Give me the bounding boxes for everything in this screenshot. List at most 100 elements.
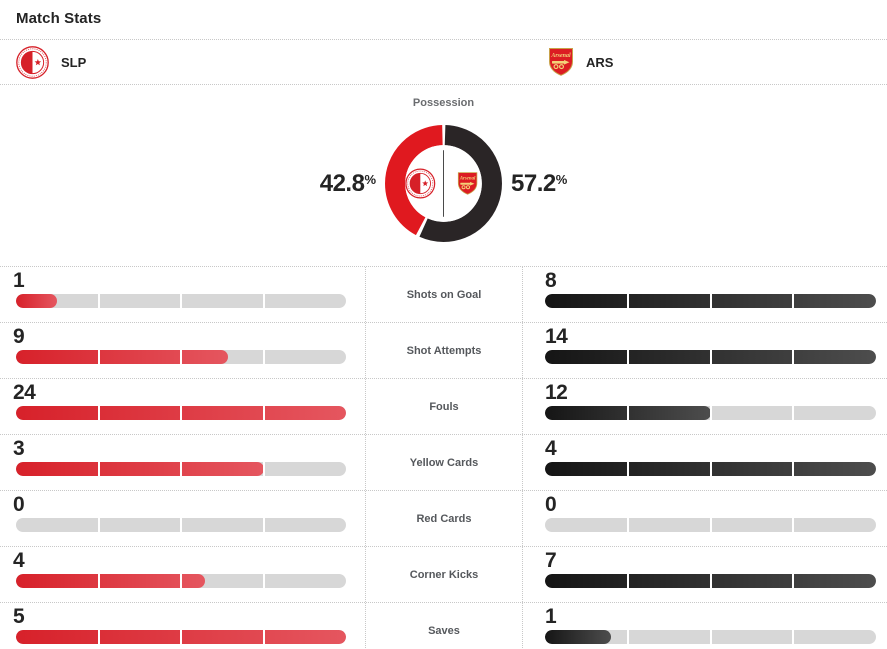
bar-segment-divider: [262, 574, 265, 588]
bar-segment-divider: [626, 518, 629, 532]
bar-segment-divider: [792, 294, 795, 308]
bar-segment-divider: [626, 350, 629, 364]
stats-table: 1 Shots on Goal 8 9 Shot Attempts 14 24 …: [0, 266, 887, 649]
away-stat-bar: [545, 518, 876, 532]
away-possession-arc: [385, 125, 502, 242]
bar-segment-divider: [262, 462, 265, 476]
bar-segment-divider: [709, 518, 712, 532]
home-stat-value: 0: [13, 493, 25, 516]
stat-label-cell: Shots on Goal: [365, 267, 523, 322]
home-stat-bar: [16, 574, 346, 588]
away-stat-cell: 12: [523, 379, 887, 434]
away-stat-bar: [545, 406, 876, 420]
away-stat-cell: 4: [523, 435, 887, 490]
away-stat-value: 12: [545, 381, 568, 404]
stat-label: Red Cards: [416, 512, 472, 525]
bar-segment-divider: [180, 294, 182, 308]
away-stat-value: 7: [545, 549, 557, 572]
away-team-abbr: ARS: [586, 54, 614, 70]
away-stat-bar: [545, 350, 876, 364]
possession-donut-chart: [385, 125, 502, 242]
away-stat-cell: 8: [523, 267, 887, 322]
home-stat-bar-fill: [16, 350, 229, 364]
bar-segment-divider: [180, 630, 182, 644]
home-stat-cell: 1: [0, 267, 365, 322]
away-stat-cell: 0: [523, 491, 887, 546]
bar-segment-divider: [709, 350, 712, 364]
away-stat-value: 8: [545, 269, 557, 292]
away-stat-value: 14: [545, 325, 568, 348]
home-possession-arc: [385, 125, 502, 242]
stat-label: Shots on Goal: [406, 288, 482, 301]
bar-segment-divider: [180, 462, 182, 476]
bar-segment-divider: [709, 462, 712, 476]
home-stat-value: 9: [13, 325, 25, 348]
home-possession-value: 42.8%: [319, 169, 376, 197]
bar-segment-divider: [97, 462, 100, 476]
bar-segment-divider: [626, 462, 629, 476]
page-title: Match Stats: [16, 10, 102, 27]
home-stat-bar: [16, 630, 346, 644]
stat-row-shots-on-goal: 1 Shots on Goal 8: [0, 267, 887, 323]
home-team-abbr: SLP: [61, 54, 87, 70]
stat-row-fouls: 24 Fouls 12: [0, 379, 887, 435]
home-stat-cell: 3: [0, 435, 365, 490]
home-stat-bar-fill: [16, 294, 58, 308]
away-stat-cell: 1: [523, 603, 887, 649]
away-stat-bar: [545, 574, 876, 588]
away-possession-value: 57.2%: [511, 169, 568, 197]
bar-segment-divider: [262, 350, 265, 364]
bar-segment-divider: [792, 350, 795, 364]
header: Match Stats: [0, 0, 887, 40]
bar-segment-divider: [97, 630, 100, 644]
home-stat-bar-fill: [16, 574, 205, 588]
home-stat-cell: 0: [0, 491, 365, 546]
stat-row-yellow-cards: 3 Yellow Cards 4: [0, 435, 887, 491]
bar-segment-divider: [792, 518, 795, 532]
home-stat-bar-fill: [16, 462, 264, 476]
stat-row-saves: 5 Saves 1: [0, 603, 887, 649]
bar-segment-divider: [626, 294, 629, 308]
bar-segment-divider: [180, 574, 182, 588]
home-stat-value: 4: [13, 549, 25, 572]
home-team[interactable]: SLP: [16, 40, 86, 84]
away-stat-bar: [545, 294, 876, 308]
bar-segment-divider: [792, 462, 795, 476]
away-stat-cell: 7: [523, 547, 887, 602]
bar-segment-divider: [97, 406, 100, 420]
stat-label: Yellow Cards: [409, 456, 479, 469]
bar-segment-divider: [626, 406, 629, 420]
bar-segment-divider: [792, 574, 795, 588]
bar-segment-divider: [262, 294, 265, 308]
bar-segment-divider: [792, 630, 795, 644]
bar-segment-divider: [262, 518, 265, 532]
home-stat-value: 5: [13, 605, 25, 628]
stat-label: Fouls: [429, 400, 459, 413]
slavia-crest-icon: [405, 168, 436, 199]
bar-segment-divider: [709, 406, 712, 420]
home-stat-bar: [16, 350, 346, 364]
bar-segment-divider: [626, 574, 629, 588]
possession-title: Possession: [412, 97, 475, 109]
home-stat-value: 3: [13, 437, 25, 460]
away-stat-cell: 14: [523, 323, 887, 378]
home-stat-cell: 9: [0, 323, 365, 378]
stat-label-cell: Yellow Cards: [365, 435, 523, 490]
away-team[interactable]: ARS: [548, 40, 613, 84]
bar-segment-divider: [180, 518, 182, 532]
bar-segment-divider: [97, 518, 100, 532]
bar-segment-divider: [709, 294, 712, 308]
stat-label-cell: Saves: [365, 603, 523, 649]
away-stat-value: 0: [545, 493, 557, 516]
bar-segment-divider: [709, 630, 712, 644]
home-stat-bar: [16, 518, 346, 532]
possession-section: Possession 42.8% 57.2%: [0, 85, 887, 266]
stat-label: Saves: [428, 624, 460, 637]
away-stat-bar-fill: [545, 630, 612, 644]
home-stat-bar: [16, 462, 346, 476]
home-stat-value: 1: [13, 269, 25, 292]
stat-label: Shot Attempts: [406, 344, 482, 357]
home-stat-bar: [16, 294, 346, 308]
home-stat-cell: 4: [0, 547, 365, 602]
